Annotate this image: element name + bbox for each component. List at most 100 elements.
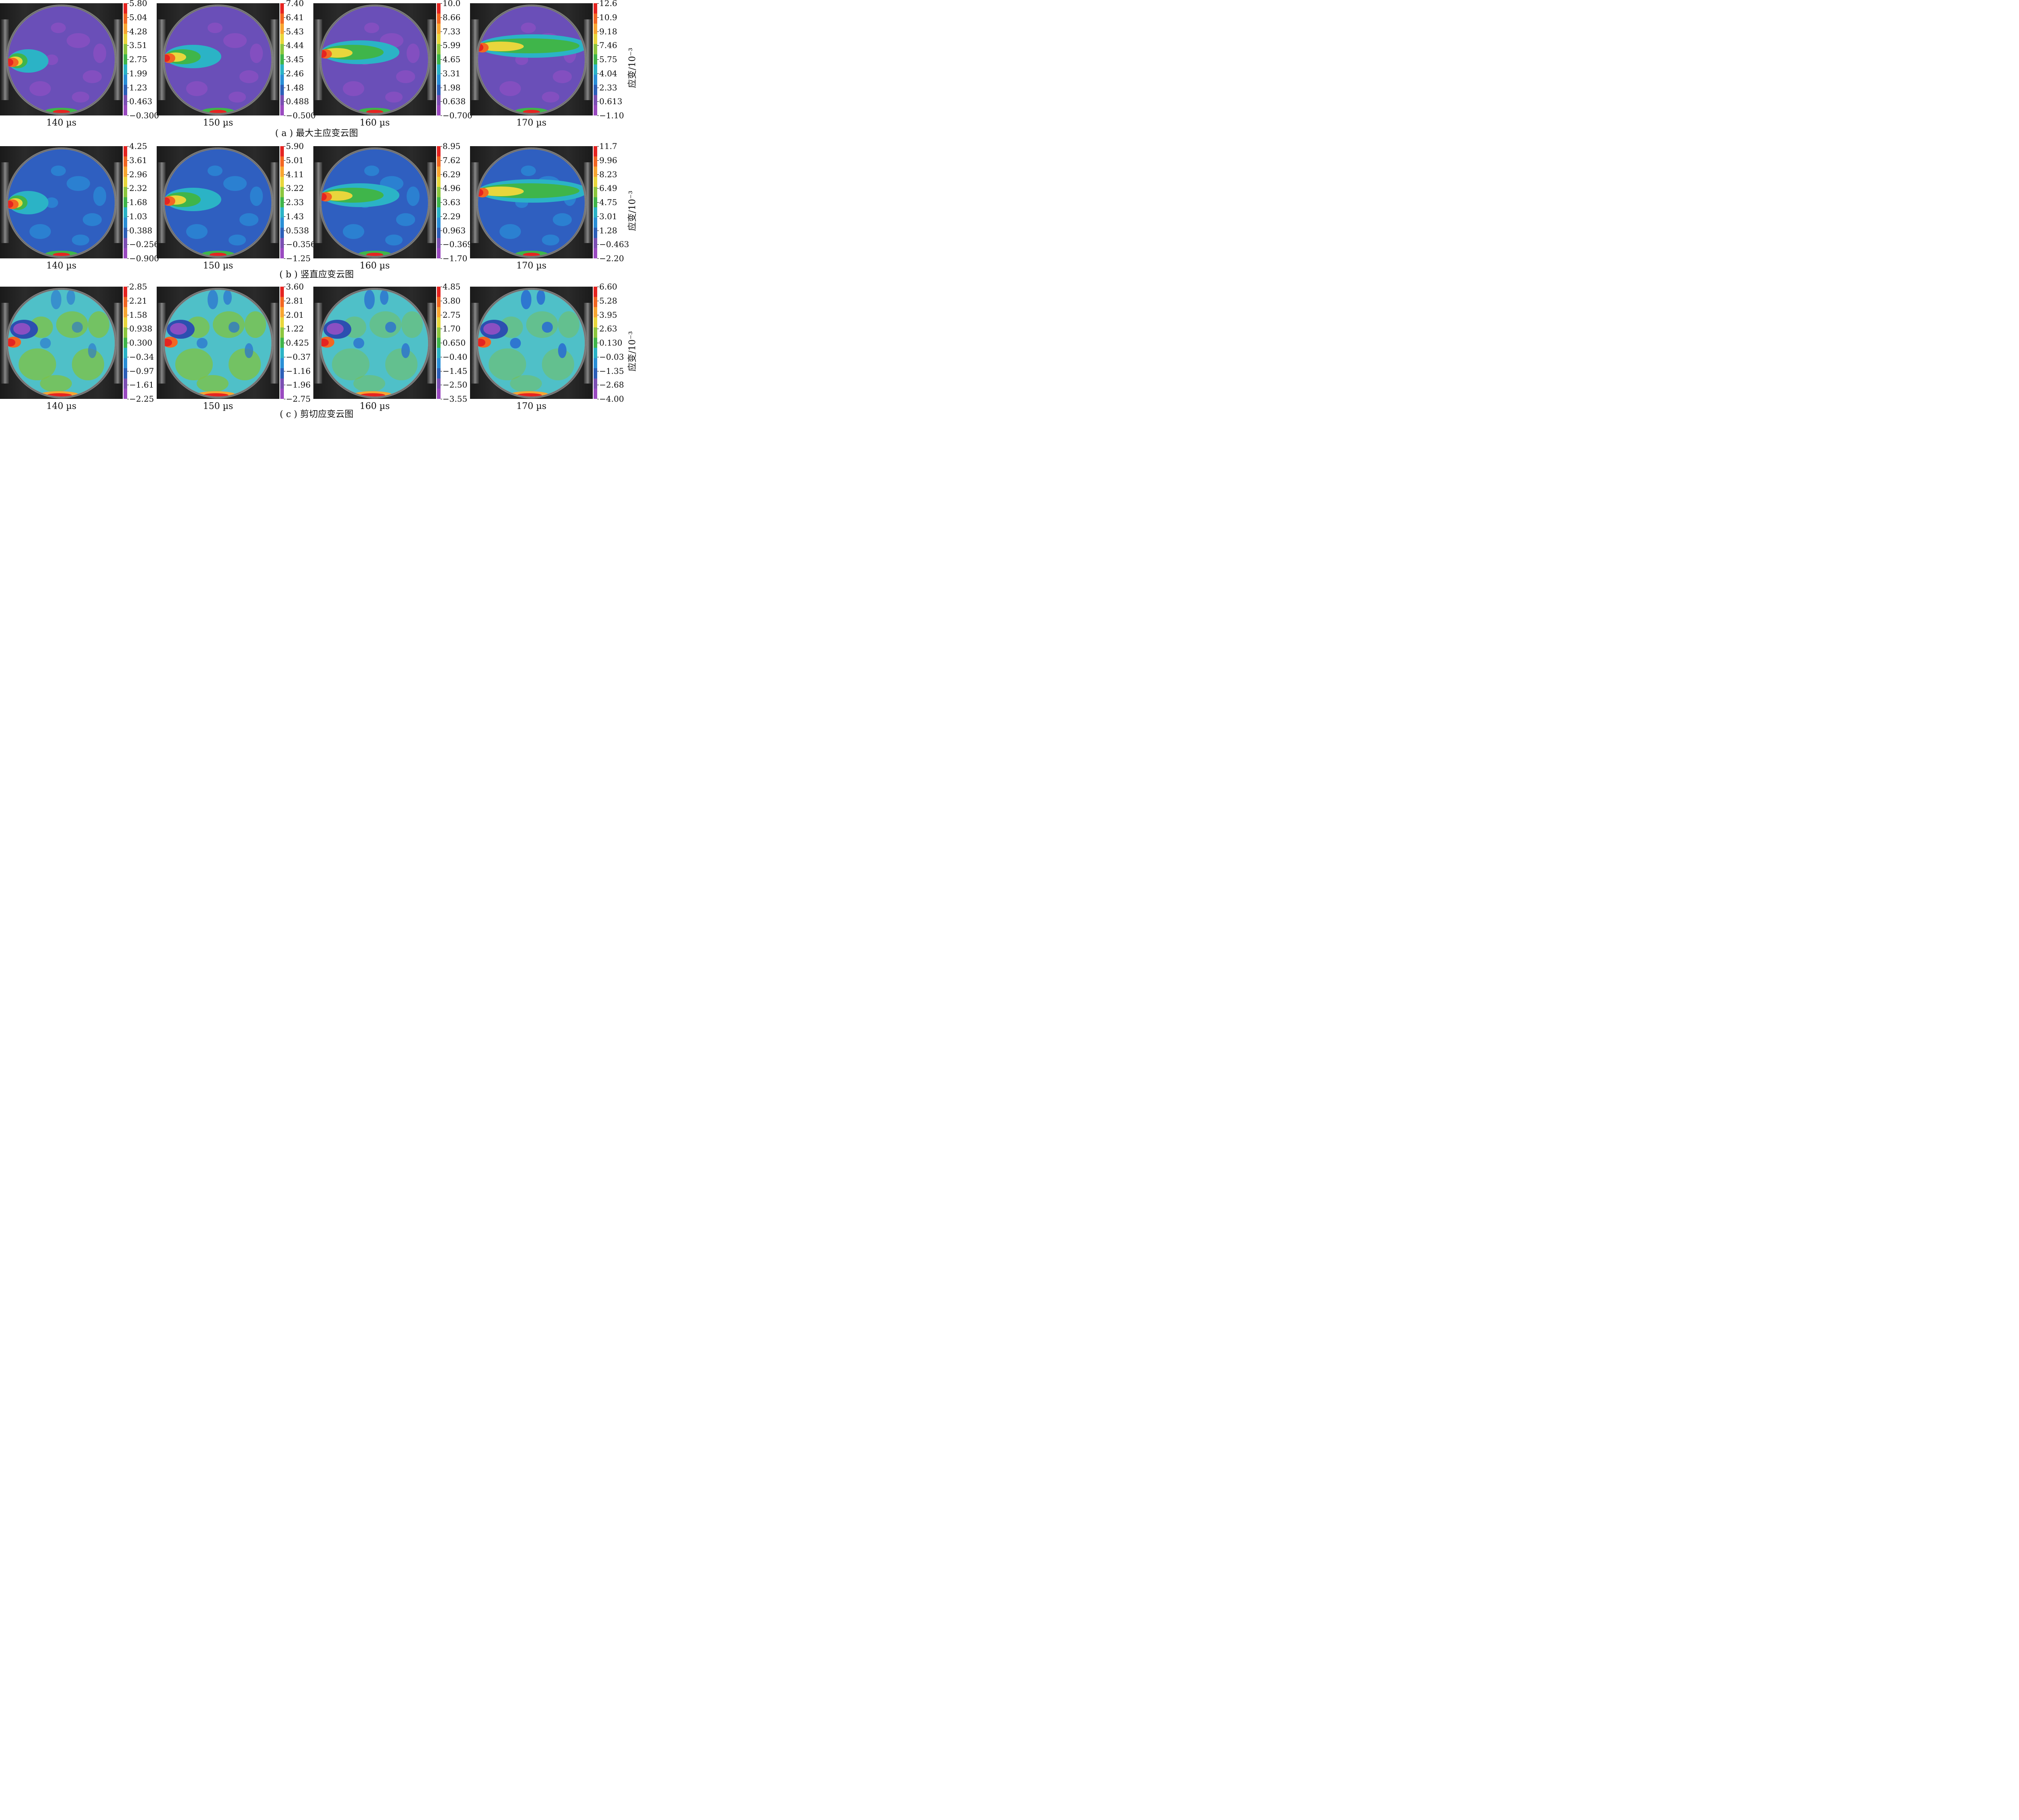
contour-region	[250, 187, 263, 206]
contour-region	[321, 339, 329, 346]
colorbar-tick	[441, 146, 442, 147]
contour-region	[342, 224, 364, 239]
colorbar-tick-label: 4.28	[129, 26, 147, 36]
colorbar-tick	[441, 188, 442, 189]
colorbar-tick-label: 2.01	[286, 310, 304, 320]
time-label: 160 µs	[359, 401, 390, 411]
strain-contour-disk	[165, 6, 271, 113]
contour-region	[223, 290, 232, 305]
colorbar-tick-label: 0.425	[286, 338, 309, 348]
time-label: 140 µs	[46, 118, 77, 128]
colorbar-tick-label: −1.96	[286, 380, 311, 390]
colorbar-tick-label: 3.45	[286, 55, 304, 64]
colorbar-tick	[127, 160, 129, 161]
colorbar-tick-label: −0.40	[443, 352, 468, 362]
colorbar-tick-label: 2.33	[599, 82, 617, 92]
colorbar-tick	[441, 202, 442, 203]
colorbar	[594, 287, 597, 399]
colorbar-tick-label: 8.95	[443, 141, 461, 151]
contour-region	[19, 348, 56, 381]
colorbar-tick	[127, 101, 129, 102]
contour-region	[478, 189, 484, 197]
colorbar-tick	[127, 115, 129, 116]
loading-bar-icon	[584, 303, 593, 384]
contour-region	[165, 197, 170, 205]
colorbar-tick-label: −1.45	[443, 366, 468, 376]
contour-region	[510, 375, 542, 392]
colorbar-tick	[441, 160, 442, 161]
colorbar-tick-label: −1.70	[443, 254, 468, 263]
colorbar-tick-label: −0.900	[129, 254, 160, 263]
colorbar-tick	[597, 146, 599, 147]
colorbar-tick-label: −1.10	[599, 111, 624, 120]
contour-region	[327, 323, 344, 335]
contour-region	[401, 311, 423, 338]
colorbar-tick-label: −1.25	[286, 254, 311, 263]
time-label: 170 µs	[516, 118, 547, 128]
colorbar-tick-label: 5.04	[129, 12, 147, 22]
contour-region	[40, 375, 72, 392]
colorbar-tick-label: 1.03	[129, 211, 147, 221]
contour-region	[72, 348, 104, 381]
contour-region	[88, 343, 97, 358]
specimen-image	[157, 3, 279, 115]
contour-region	[250, 44, 263, 63]
contour-region	[542, 92, 559, 103]
contour-region	[478, 187, 524, 197]
colorbar	[124, 146, 127, 258]
contour-region	[8, 339, 16, 346]
colorbar-tick-label: 5.75	[599, 55, 617, 64]
colorbar-tick-label: 0.300	[129, 338, 153, 348]
loading-bar-icon	[470, 303, 479, 384]
specimen-image	[157, 287, 279, 399]
loading-bar-icon	[271, 303, 279, 384]
colorbar-tick	[284, 216, 285, 217]
colorbar-tick-label: 0.938	[129, 324, 153, 334]
row-shear: 2.85 2.21 1.58 0.938 0.300 −0.34 −0.97 −1.61 −2.…	[0, 283, 633, 422]
colorbar-tick-label: −0.369	[443, 239, 473, 250]
colorbar-tick	[284, 73, 285, 74]
contour-region	[520, 165, 536, 176]
contour-region	[207, 290, 218, 309]
colorbar-tick-label: 6.41	[286, 12, 304, 22]
colorbar-tick	[441, 59, 442, 60]
contour-region	[239, 213, 259, 226]
colorbar-tick-label: 4.25	[129, 141, 147, 151]
colorbar-tick	[127, 17, 129, 18]
colorbar-tick-label: 0.488	[286, 96, 309, 107]
colorbar-tick-label: −2.50	[443, 380, 468, 390]
contour-region	[396, 213, 416, 226]
strain-contour-disk	[478, 290, 585, 396]
contour-region	[478, 339, 486, 346]
loading-bar-icon	[114, 162, 123, 243]
contour-region	[40, 338, 51, 349]
colorbar-tick	[284, 17, 285, 18]
contour-region	[50, 290, 61, 309]
contour-panel: 5.90 5.01 4.11 3.22 2.33 1.43 0.538 −0.356 −1.25…	[157, 142, 316, 282]
colorbar-tick	[284, 174, 285, 175]
colorbar-tick	[597, 31, 599, 32]
unit-label: 应变/10⁻³	[628, 331, 638, 371]
colorbar-tick	[127, 59, 129, 60]
contour-region	[207, 22, 222, 33]
strain-contour-disk	[8, 149, 115, 256]
colorbar-tick	[284, 244, 285, 245]
loading-bar-icon	[271, 162, 279, 243]
contour-region	[552, 213, 572, 226]
colorbar-tick-label: −2.20	[599, 254, 624, 263]
contour-panel: 8.95 7.62 6.29 4.96 3.63 2.29 0.963 −0.369 −1.70…	[313, 142, 473, 282]
loading-bar-icon	[584, 19, 593, 100]
loading-bar-icon	[0, 19, 9, 100]
colorbar-tick	[441, 174, 442, 175]
contour-region	[245, 343, 254, 358]
colorbar-tick	[597, 3, 599, 4]
specimen-image	[0, 146, 123, 258]
colorbar-tick-label: 1.28	[599, 225, 617, 235]
time-label: 160 µs	[359, 261, 390, 271]
contour-region	[542, 235, 559, 245]
colorbar-tick-label: −0.34	[129, 352, 154, 362]
loading-bar-icon	[313, 19, 322, 100]
colorbar-tick	[127, 3, 129, 4]
contour-region	[50, 165, 66, 176]
colorbar	[594, 3, 597, 115]
